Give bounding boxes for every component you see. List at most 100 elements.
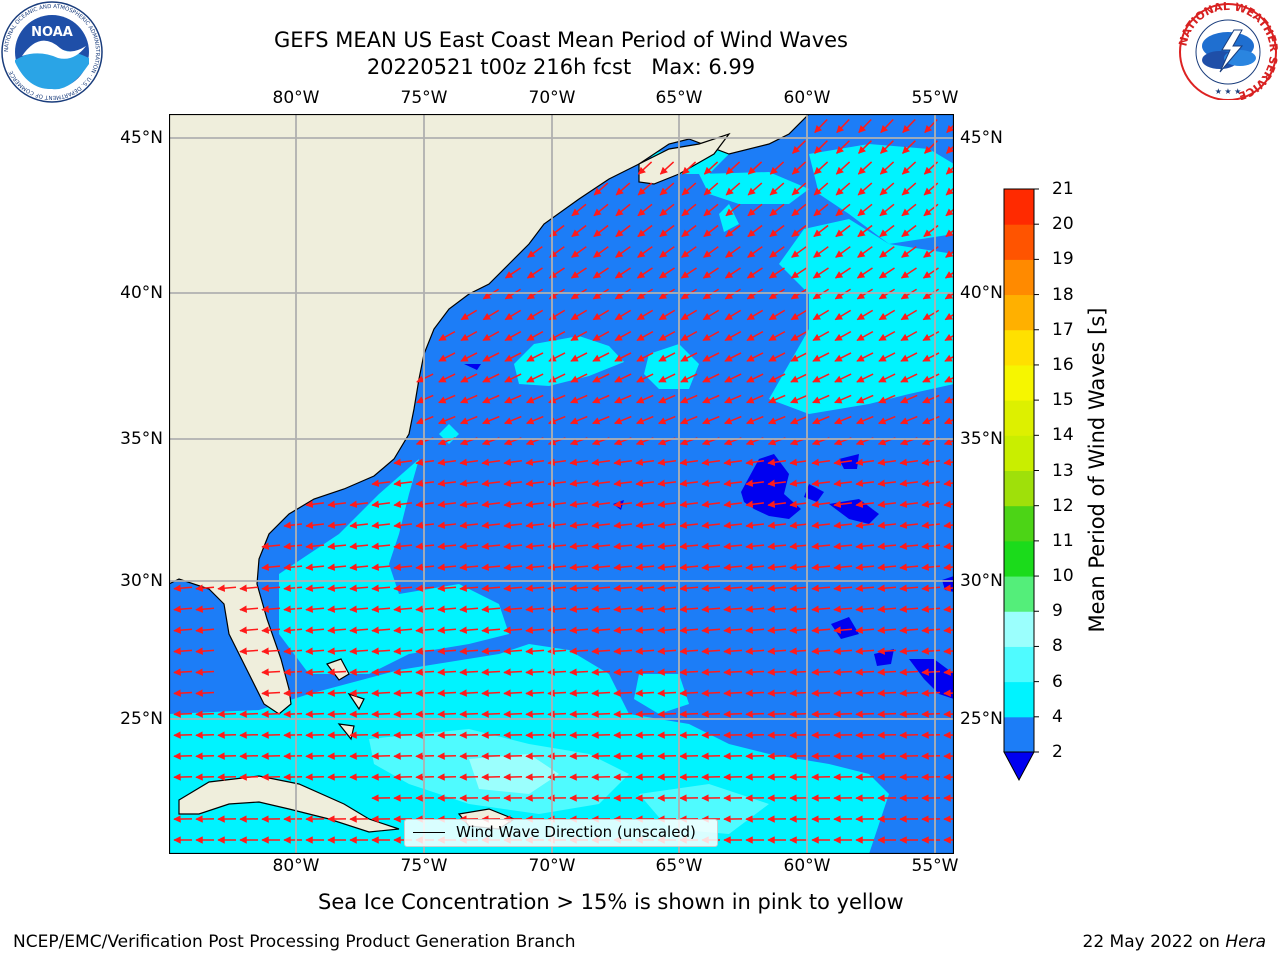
wind-wave-arrow: [723, 668, 743, 676]
wind-wave-arrow: [570, 394, 588, 404]
wind-wave-arrow: [855, 731, 875, 739]
wind-wave-arrow: [591, 752, 611, 760]
colorbar-bin-17-18: [1004, 294, 1034, 331]
wind-wave-arrow: [635, 689, 655, 697]
lon-label-top-65w: 65°W: [655, 88, 703, 108]
wind-wave-arrow: [570, 288, 588, 300]
wind-wave-arrow: [767, 710, 787, 718]
wind-wave-arrow: [173, 731, 193, 739]
wind-wave-arrow: [261, 689, 281, 697]
lat-label-left-40n: 40°N: [120, 283, 163, 303]
wind-wave-arrow: [768, 394, 786, 404]
wind-wave-arrow: [305, 605, 325, 613]
wind-wave-arrow: [503, 605, 523, 613]
wind-wave-arrow: [415, 731, 435, 739]
wind-wave-arrow: [746, 394, 764, 404]
colorbar-tick-13: 13: [1052, 460, 1074, 481]
wind-wave-arrow: [591, 479, 610, 487]
wind-wave-arrow: [679, 542, 699, 550]
wind-wave-arrow: [327, 605, 347, 613]
wind-wave-arrow: [503, 479, 522, 487]
wind-wave-arrow: [745, 584, 765, 592]
wind-wave-arrow: [878, 394, 896, 404]
wind-wave-arrow: [460, 373, 478, 383]
wind-wave-arrow: [725, 203, 741, 217]
wind-wave-arrow: [459, 605, 479, 613]
wind-wave-arrow: [899, 647, 919, 655]
wind-wave-arrow: [305, 689, 325, 697]
wind-wave-arrow: [613, 521, 632, 529]
wind-wave-arrow: [745, 689, 765, 697]
wind-wave-arrow: [858, 118, 872, 134]
colorbar-tick-15: 15: [1052, 390, 1074, 411]
wind-wave-arrow: [547, 542, 567, 550]
wind-wave-arrow: [703, 224, 719, 238]
colorbar-bin-16-17: [1004, 329, 1034, 366]
wind-wave-arrow: [525, 542, 545, 550]
wind-wave-arrow: [635, 731, 655, 739]
wind-wave-arrow: [701, 458, 721, 467]
wind-wave-arrow: [746, 267, 763, 279]
wind-wave-arrow: [789, 731, 809, 739]
wind-wave-arrow: [635, 542, 655, 550]
wind-wave-arrow: [460, 309, 478, 321]
wind-wave-arrow: [195, 647, 215, 655]
wind-wave-arrow: [437, 710, 457, 718]
wind-wave-arrow: [503, 500, 522, 508]
wind-wave-arrow: [613, 626, 633, 634]
wind-wave-arrow: [811, 668, 831, 676]
wind-wave-arrow: [899, 458, 919, 467]
wind-wave-arrow: [899, 605, 919, 613]
wind-wave-arrow: [723, 689, 743, 697]
wind-wave-arrow: [857, 224, 873, 238]
wind-wave-arrow: [723, 542, 743, 550]
wind-wave-arrow: [547, 584, 567, 592]
wind-wave-arrow: [261, 731, 281, 739]
wind-wave-arrow: [614, 352, 632, 362]
wind-wave-arrow: [681, 161, 697, 175]
wind-wave-arrow: [701, 584, 721, 592]
wind-wave-arrow: [371, 710, 391, 718]
wind-wave-arrow: [834, 267, 851, 279]
wind-wave-arrow: [591, 647, 611, 655]
wind-wave-arrow: [789, 710, 809, 718]
wind-wave-arrow: [593, 246, 609, 258]
wind-wave-arrow: [415, 584, 435, 592]
wind-wave-arrow: [724, 330, 742, 342]
wind-wave-arrow: [569, 500, 588, 508]
wind-wave-arrow: [591, 521, 610, 529]
wind-wave-arrow: [416, 415, 434, 425]
wind-wave-arrow: [459, 563, 479, 571]
wind-wave-arrow: [393, 710, 413, 718]
wind-wave-arrow: [834, 288, 852, 300]
wind-wave-arrow: [371, 752, 391, 760]
wind-wave-arrow: [504, 288, 522, 300]
wind-wave-arrow: [767, 563, 787, 571]
wind-wave-arrow: [503, 563, 523, 571]
wind-wave-arrow: [526, 309, 544, 321]
wind-wave-arrow: [790, 394, 808, 404]
wind-wave-arrow: [591, 710, 611, 718]
colorbar-bin-13-14: [1004, 435, 1034, 471]
wind-wave-arrow: [438, 352, 456, 362]
wind-wave-arrow: [526, 288, 544, 300]
wind-wave-arrow: [239, 605, 259, 613]
wind-wave-arrow: [460, 330, 478, 342]
wind-wave-arrow: [327, 500, 346, 508]
colorbar-bin-8-9: [1004, 611, 1034, 647]
wind-wave-arrow: [855, 710, 875, 718]
wind-wave-arrow: [503, 626, 523, 634]
wind-wave-arrow: [855, 626, 875, 634]
wind-wave-arrow: [812, 267, 829, 279]
wind-wave-arrow: [658, 415, 676, 425]
wind-wave-arrow: [482, 373, 500, 383]
wind-wave-arrow: [725, 161, 741, 175]
wind-wave-arrow: [922, 330, 940, 342]
wind-wave-arrow: [525, 752, 545, 760]
wind-wave-arrow: [834, 415, 852, 425]
wind-wave-arrow: [415, 458, 435, 467]
wind-wave-arrow: [504, 394, 522, 404]
wind-wave-arrow: [635, 584, 655, 592]
wind-wave-arrow: [570, 415, 588, 425]
wind-wave-arrow: [857, 203, 873, 217]
